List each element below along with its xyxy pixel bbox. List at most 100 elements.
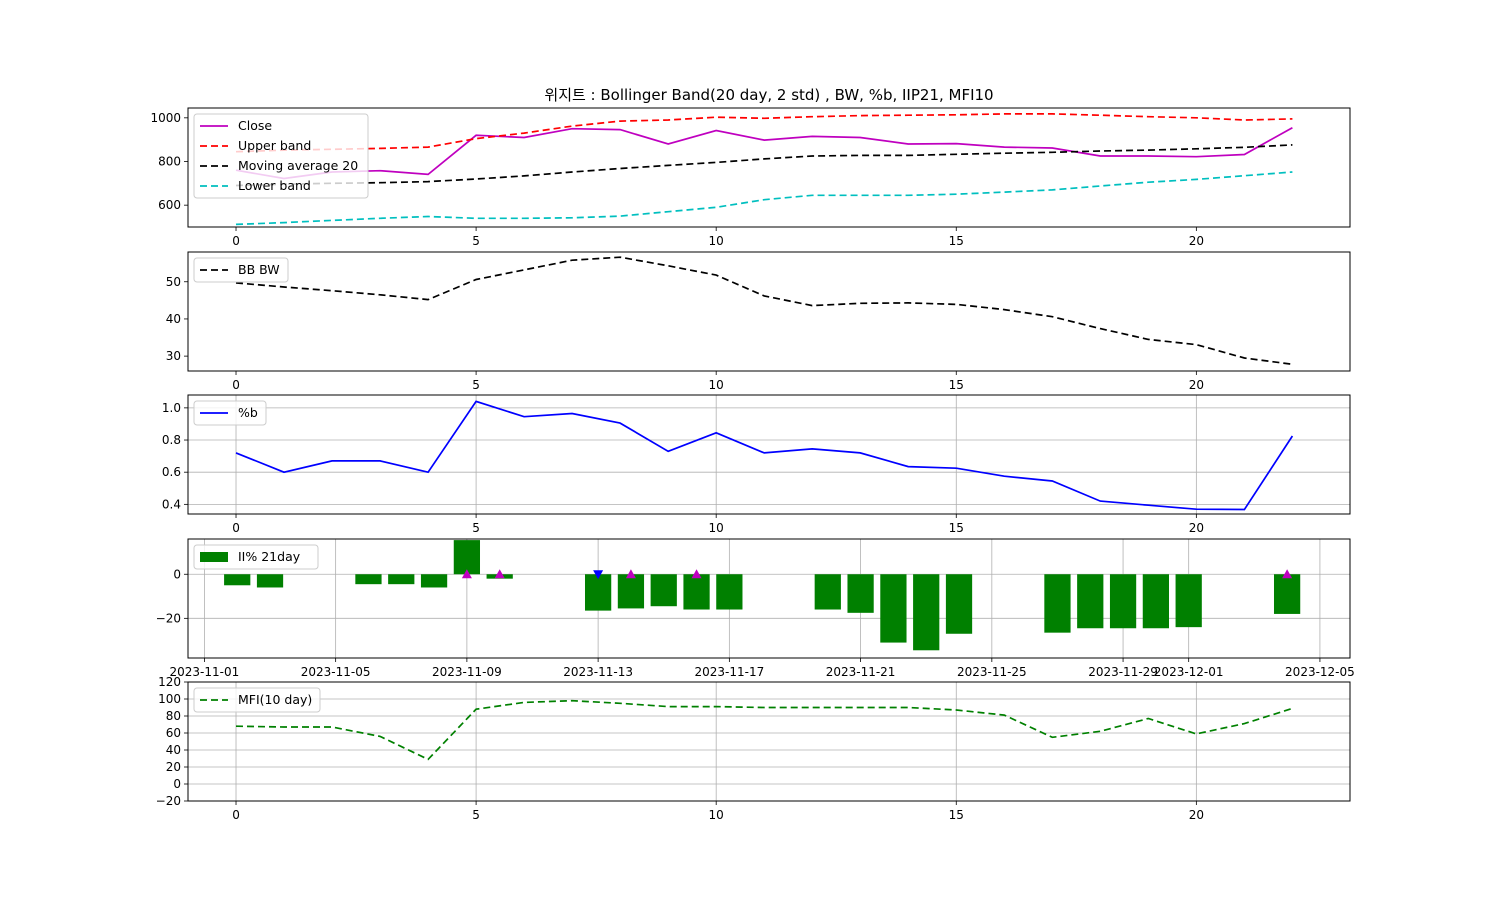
x-tick-label: 2023-11-01 <box>170 665 240 679</box>
panel-bw: 0 5 10 15 20 30 40 50 BB BW <box>166 251 1351 392</box>
bar <box>420 574 448 588</box>
x-tick-label: 15 <box>949 378 964 392</box>
y-tick-label: 0.6 <box>162 465 181 479</box>
y-tick-label: 600 <box>158 198 181 212</box>
bar <box>388 574 415 585</box>
x-tick-label: 0 <box>232 234 240 248</box>
series-line <box>235 144 1293 187</box>
bar <box>847 574 874 613</box>
x-tick-label: 2023-11-29 <box>1088 665 1158 679</box>
legend-swatch <box>200 552 228 562</box>
signal-marker-triangle-up <box>461 569 472 579</box>
x-tick-label: 2023-12-05 <box>1285 665 1355 679</box>
plot-area <box>188 252 1350 371</box>
x-tick-label: 2023-11-21 <box>826 665 896 679</box>
legend: MFI(10 day) <box>193 687 321 713</box>
x-tick-label: 10 <box>709 378 724 392</box>
x-tick-label: 2023-11-17 <box>694 665 764 679</box>
legend-box <box>193 400 267 426</box>
x-tick-label: 10 <box>709 808 724 822</box>
axes-frame <box>187 681 1351 802</box>
legend: BB BW <box>193 257 289 283</box>
axes-frame <box>187 251 1351 372</box>
x-tick-label: 5 <box>472 521 480 535</box>
x-tick-label: 10 <box>709 234 724 248</box>
bar <box>814 574 841 610</box>
x-tick-label: 2023-11-13 <box>563 665 633 679</box>
bar <box>1273 574 1301 614</box>
y-tick-label: −20 <box>156 611 181 625</box>
x-tick-label: 2023-11-25 <box>957 665 1027 679</box>
bar <box>1109 574 1137 629</box>
bar <box>584 574 612 611</box>
bar <box>716 574 743 610</box>
legend-label: BB BW <box>238 262 280 277</box>
x-tick-label: 5 <box>472 378 480 392</box>
x-tick-label: 2023-11-09 <box>432 665 502 679</box>
signal-marker-triangle-up <box>494 569 505 579</box>
legend-label: Lower band <box>238 178 311 193</box>
legend-label: Close <box>238 118 272 133</box>
signal-marker-triangle-down <box>593 570 604 580</box>
legend: %b <box>193 400 267 426</box>
series-line <box>235 400 1294 511</box>
y-tick-label: 0.4 <box>162 497 181 511</box>
series-line <box>235 256 1293 366</box>
legend-label: %b <box>238 405 258 420</box>
x-tick-label: 5 <box>472 808 480 822</box>
legend: II% 21day <box>193 544 319 570</box>
y-tick-label: 800 <box>158 154 181 168</box>
x-tick-label: 0 <box>232 521 240 535</box>
legend: Close Upper band Moving average 20 Lower ba… <box>193 113 369 199</box>
bar <box>1044 574 1071 633</box>
x-tick-label: 2023-11-05 <box>301 665 371 679</box>
y-tick-label: 0 <box>173 777 181 791</box>
axes-frame <box>187 394 1351 515</box>
x-tick-label: 0 <box>232 808 240 822</box>
signal-marker-triangle-up <box>625 569 636 579</box>
y-tick-label: 30 <box>166 349 181 363</box>
bar <box>1175 574 1202 628</box>
x-tick-label: 20 <box>1189 378 1204 392</box>
series-line <box>235 113 1293 153</box>
bar <box>913 574 940 651</box>
y-tick-label: 0 <box>173 567 181 581</box>
y-tick-label: 0.8 <box>162 433 181 447</box>
panel-pctb: 0 5 10 15 20 0.4 0.6 0.8 1.0 %b <box>162 394 1351 535</box>
bar <box>256 574 284 588</box>
legend-box <box>193 113 369 199</box>
legend-label: Moving average 20 <box>238 158 358 173</box>
y-tick-label: 1.0 <box>162 401 181 415</box>
bar <box>1142 574 1170 629</box>
x-tick-label: 20 <box>1189 808 1204 822</box>
bar <box>224 574 251 586</box>
y-tick-label: 1000 <box>150 111 181 125</box>
series-line <box>235 699 1293 761</box>
axes-frame <box>187 538 1351 659</box>
y-tick-label: 50 <box>166 275 181 289</box>
x-tick-label: 20 <box>1189 521 1204 535</box>
x-tick-label: 15 <box>949 234 964 248</box>
bar <box>683 574 710 610</box>
bar <box>617 574 645 609</box>
panel-mfi: 0 5 10 15 20 −20 0 20 40 60 80 100 120 MFI(10 day) <box>156 675 1351 822</box>
bar <box>355 574 382 585</box>
y-tick-label: 80 <box>166 709 181 723</box>
x-tick-label: 15 <box>949 521 964 535</box>
y-tick-label: 120 <box>158 675 181 689</box>
signal-marker-triangle-up <box>1282 569 1293 579</box>
x-tick-label: 0 <box>232 378 240 392</box>
signal-marker-triangle-up <box>691 569 702 579</box>
bar <box>650 574 677 607</box>
bar <box>453 540 481 575</box>
legend-label: Upper band <box>238 138 311 153</box>
legend-label: II% 21day <box>238 549 301 564</box>
y-tick-label: −20 <box>156 794 181 808</box>
plot-area <box>188 395 1350 514</box>
plot-area <box>188 682 1350 801</box>
series-line <box>235 171 1293 226</box>
y-tick-label: 60 <box>166 726 181 740</box>
y-tick-label: 100 <box>158 692 181 706</box>
